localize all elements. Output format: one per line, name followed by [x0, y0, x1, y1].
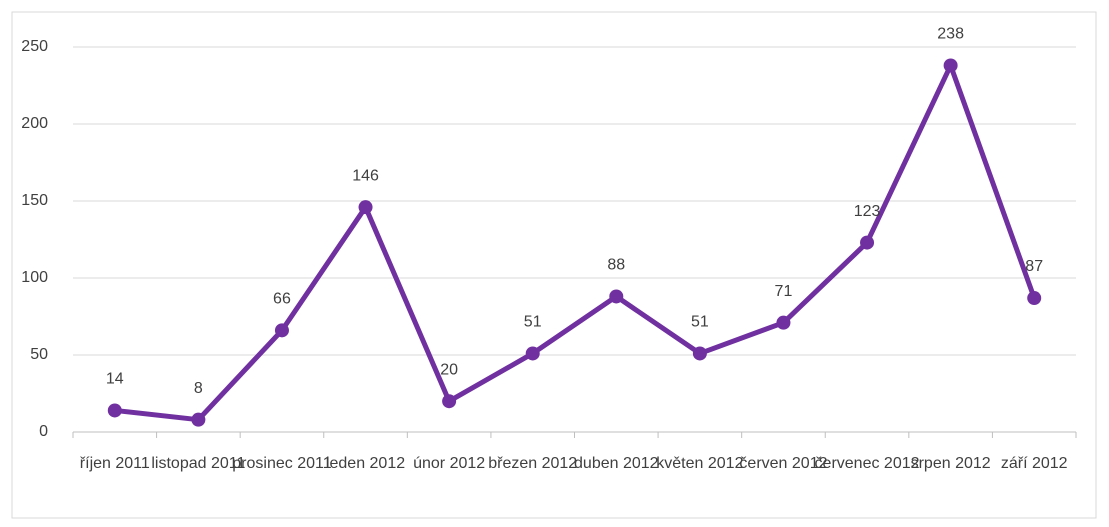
data-label: 51 [524, 314, 542, 331]
data-label: 123 [854, 203, 881, 220]
x-tick-label: září 2012 [1001, 455, 1068, 472]
data-label: 146 [352, 167, 379, 184]
y-tick-label: 50 [30, 346, 48, 363]
line [114, 62, 1037, 423]
data-label: 66 [273, 291, 291, 308]
marker [191, 412, 206, 427]
data-label: 238 [937, 26, 964, 43]
x-tick-label: květen 2012 [656, 455, 743, 472]
marker [776, 315, 791, 330]
data-label: 71 [775, 283, 793, 300]
y-tick-label: 250 [21, 38, 48, 55]
marker [525, 346, 540, 361]
data-label: 14 [106, 371, 124, 388]
x-tick-label: říjen 2011 [80, 455, 150, 472]
x-tick-label: prosinec 2011 [232, 455, 331, 472]
data-label: 20 [440, 361, 458, 378]
x-tick-label: březen 2012 [488, 455, 577, 472]
x-tick-label: červen 2012 [739, 455, 827, 472]
x-tick-label: srpen 2012 [911, 455, 991, 472]
x-tick-label: duben 2012 [574, 455, 659, 472]
marker [860, 235, 875, 250]
y-tick-label: 200 [21, 115, 48, 132]
marker [274, 323, 289, 338]
x-tick-label: listopad 2011 [151, 455, 245, 472]
marker [358, 200, 373, 215]
y-tick-label: 0 [39, 423, 48, 440]
y-tick-label: 150 [21, 192, 48, 209]
chart-border [11, 11, 1097, 519]
x-tick-label: leden 2012 [326, 455, 405, 472]
data-label: 87 [1025, 258, 1043, 275]
marker [609, 289, 624, 304]
marker [1027, 291, 1042, 306]
marker [442, 394, 457, 409]
data-label: 8 [194, 380, 203, 397]
marker [943, 58, 958, 73]
data-label: 51 [691, 314, 709, 331]
marker [107, 403, 122, 418]
data-label: 88 [607, 257, 625, 274]
y-tick-label: 100 [21, 269, 48, 286]
x-tick-label: červenec 2012 [815, 455, 920, 472]
marker [692, 346, 707, 361]
x-tick-label: únor 2012 [413, 455, 485, 472]
